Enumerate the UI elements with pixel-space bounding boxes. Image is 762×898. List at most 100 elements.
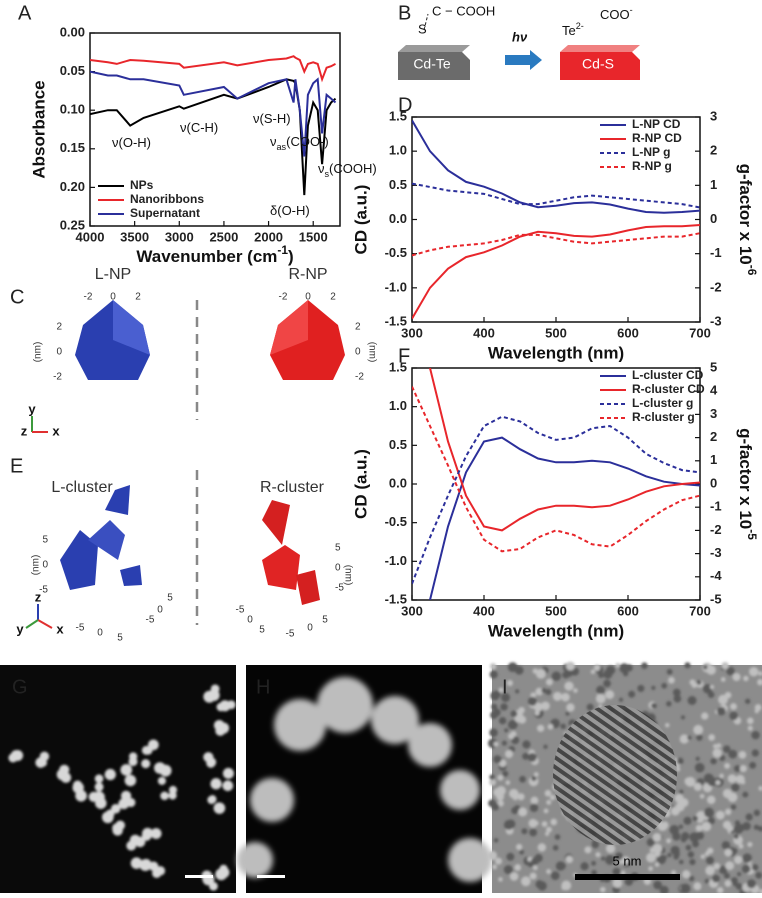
series-line [429,436,700,600]
texture [540,701,550,711]
texture [590,669,596,675]
texture [744,698,751,704]
texture [94,782,104,792]
texture [680,715,685,720]
texture [696,734,703,741]
texture [731,847,738,854]
texture [668,676,675,684]
panel-label: D [398,94,412,116]
texture [653,880,662,890]
texture [112,825,123,836]
texture [530,692,537,699]
x-tick-label: 1500 [299,229,328,244]
texture [661,682,668,689]
annotation-part: ν(S-H) [253,111,291,126]
texture [652,832,662,842]
texture [742,791,749,798]
model-tick: -5 [286,629,295,640]
texture [527,753,537,762]
annotation-part: (COO-) [286,134,329,149]
texture [605,855,615,865]
y-tick-label: -1.5 [385,313,407,328]
y2-tick-label: -5 [710,591,722,606]
series-line [412,415,700,585]
annotation-part: ν [270,134,277,149]
texture [371,696,419,744]
y-tick-label: 1.5 [389,108,407,123]
scheme-shapes [398,13,640,80]
texture [533,772,539,777]
y2-tick-label: 0 [710,475,717,490]
y-tick-label: 0.20 [60,179,85,194]
y2-tick-label: 3 [710,406,717,421]
texture [603,669,613,679]
texture [593,664,601,671]
texture [502,770,509,777]
texture [718,865,728,875]
texture [500,692,511,703]
panel-label: I [502,676,508,698]
texture [678,824,684,829]
texture [715,810,725,820]
texture [142,827,154,840]
axis-letter: y [28,401,36,416]
series-line [429,368,700,532]
texture [38,758,48,767]
texture [739,764,747,773]
texture [507,719,518,730]
x-tick-label: 400 [473,603,495,618]
texture [522,740,531,749]
x-tick-label: 600 [617,603,639,618]
texture [552,691,563,701]
scheme-sulfur: S [418,21,427,36]
model-tick: 5 [335,543,341,554]
model-tick: -2 [355,372,364,383]
scheme-coo: COO- [600,5,633,22]
texture [713,862,721,870]
model-unit: (nm) [31,555,42,576]
model-tick: 2 [135,292,141,303]
texture [564,681,574,691]
texture [615,852,623,861]
texture [696,810,706,821]
texture [518,807,528,817]
y2-axis-title-part: g-factor x 10 [736,164,755,265]
texture [546,826,552,833]
texture [695,824,703,832]
texture [724,879,732,887]
texture [537,724,545,732]
texture [701,821,712,832]
texture [712,874,720,883]
y-tick-label: 0.0 [389,211,407,226]
texture [675,767,681,772]
y-axis-title: CD (a.u.) [351,185,370,255]
texture [758,825,762,832]
texture [501,740,507,746]
texture [689,858,696,866]
texture [493,741,499,747]
texture [532,668,538,674]
texture [738,751,747,759]
texture [758,786,762,791]
texture [440,770,480,810]
y-axis-title: CD (a.u.) [351,449,370,519]
texture [498,717,507,725]
panel-label: B [398,2,411,24]
model-tick: 2 [56,322,62,333]
texture [509,872,519,881]
texture [595,852,601,858]
legend-label: L-cluster g [632,396,693,410]
texture [584,846,592,854]
annotation: δ(O-H) [270,203,310,218]
texture [222,780,234,792]
texture [566,703,575,712]
texture [753,824,760,830]
texture [721,841,731,850]
legend-label: NPs [130,178,154,192]
texture [745,813,753,821]
texture [721,661,729,670]
panel-label: A [18,2,32,24]
scale-label: 5 nm [613,853,642,868]
x-tick-label: 700 [689,325,711,340]
texture [716,887,724,894]
